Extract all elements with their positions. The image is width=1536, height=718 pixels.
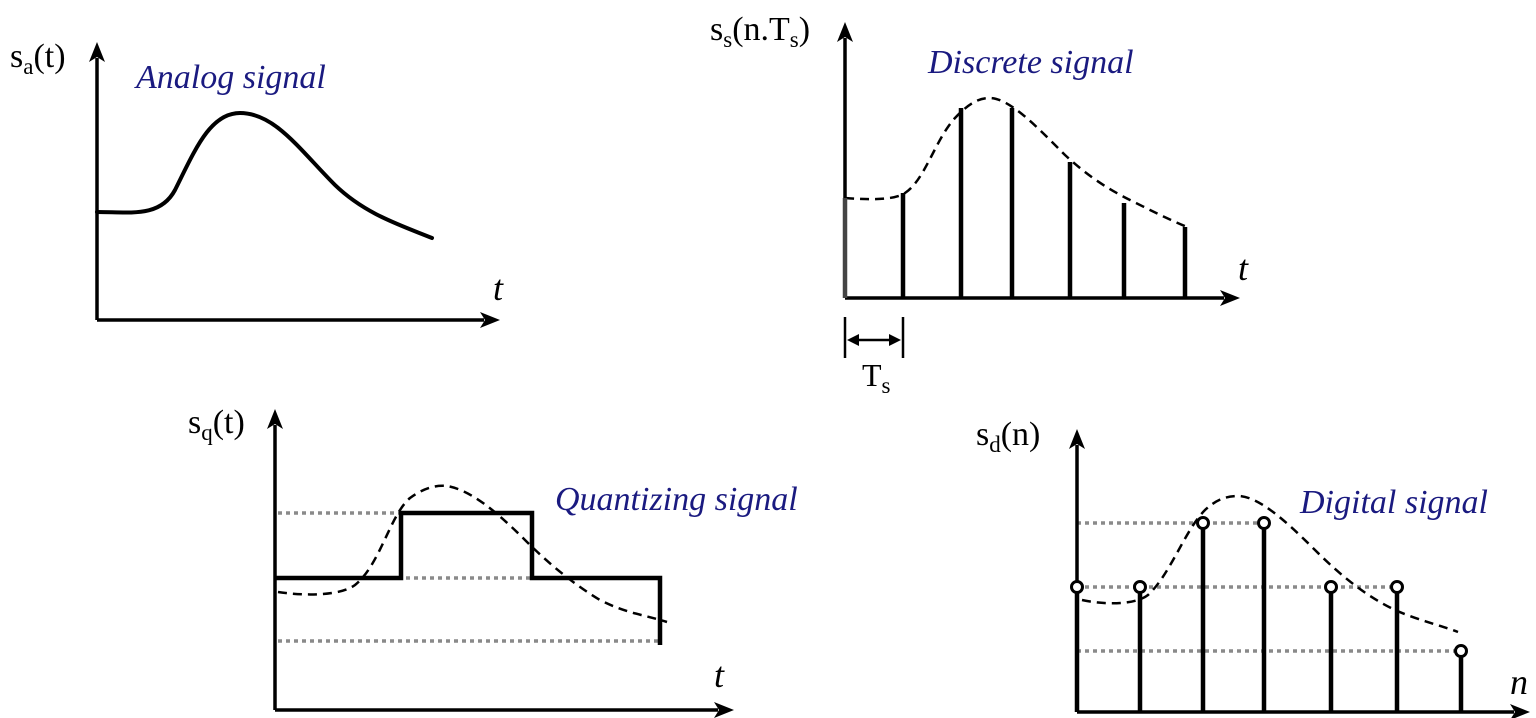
digital-sample-3 — [1257, 516, 1271, 530]
quant-staircase — [275, 510, 663, 645]
quant-envelope — [277, 484, 668, 624]
digital-sample-6 — [1454, 644, 1468, 658]
digital-sample-1 — [1133, 580, 1147, 594]
digital-x-arrowhead — [1510, 704, 1530, 718]
digital-sample-4 — [1324, 580, 1338, 594]
quant-x-label: t — [714, 655, 725, 695]
digital-title: Digital signal — [1299, 484, 1488, 521]
digital-x-label: n — [1510, 662, 1528, 702]
ts-right-arrowhead — [889, 334, 901, 346]
digital-y-arrowhead — [1069, 429, 1085, 449]
discrete-envelope — [844, 96, 1188, 229]
quantizing-panel: sq(t) Quantizing signal t — [188, 404, 798, 718]
ts-left-arrowhead — [847, 334, 859, 346]
discrete-title: Discrete signal — [927, 44, 1134, 81]
digital-sample-2 — [1196, 516, 1210, 530]
digital-panel: sd(n) Digital signal n — [976, 416, 1530, 718]
analog-panel: sa(t) Analog signal t — [10, 38, 504, 328]
ts-label: Ts — [862, 357, 891, 398]
quant-y-label: sq(t) — [188, 404, 245, 445]
discrete-x-label: t — [1238, 248, 1249, 288]
quant-x-arrowhead — [714, 702, 734, 718]
discrete-x-arrowhead — [1220, 290, 1240, 306]
digital-sample-5 — [1390, 580, 1404, 594]
analog-curve — [95, 110, 434, 240]
digital-sample-0 — [1070, 580, 1084, 594]
discrete-y-label: ss(n.Ts) — [710, 11, 810, 52]
digital-y-label: sd(n) — [976, 416, 1040, 457]
discrete-y-arrowhead — [837, 22, 853, 42]
analog-x-arrowhead — [480, 312, 500, 328]
quant-y-arrowhead — [267, 409, 283, 429]
analog-x-label: t — [493, 268, 504, 308]
analog-title: Analog signal — [134, 59, 326, 96]
digital-envelope — [1081, 494, 1459, 634]
analog-y-label: sa(t) — [10, 38, 66, 79]
quant-title: Quantizing signal — [555, 481, 798, 518]
analog-y-arrowhead — [89, 42, 105, 62]
discrete-panel: Ts ss(n.Ts) Discrete signal t — [710, 11, 1249, 398]
